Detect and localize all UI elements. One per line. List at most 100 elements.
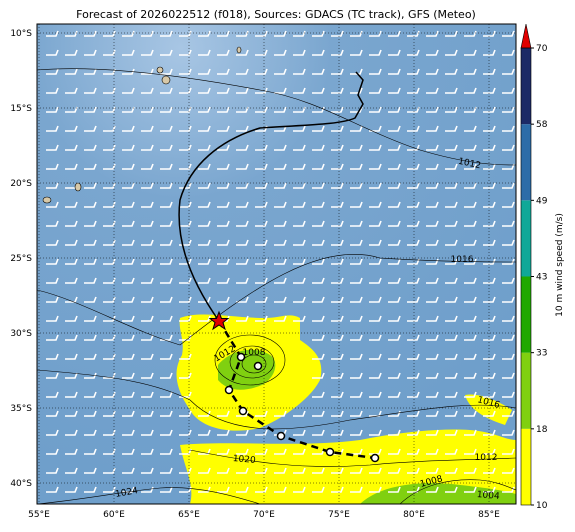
wind-barb [84,448,97,455]
wind-barb [65,296,78,303]
wind-barb [293,125,306,132]
wind-barb [407,391,420,398]
wind-barb [502,125,515,132]
wind-barb [84,410,97,417]
wind-barb [426,315,439,322]
wind-barb [274,201,287,208]
colorbar-tick-label: 49 [536,196,548,206]
wind-barb [502,467,515,474]
wind-barb [236,182,249,189]
wind-barb [122,353,135,360]
wind-barb [84,144,97,151]
wind-barb [502,277,515,284]
wind-barb [312,372,325,379]
wind-barb [236,163,249,170]
wind-barb [502,448,515,455]
wind-barb [407,220,420,227]
wind-barb [312,87,325,94]
wind-barb [369,49,382,56]
wind-barb [217,30,230,37]
wind-barb [198,220,211,227]
lat-label: 20°S [10,179,32,189]
wind-barb [274,106,287,113]
current-position [208,310,230,331]
wind-barb [236,49,249,56]
wind-barb [84,49,97,56]
wind-barb [255,315,268,322]
wind-barb [426,125,439,132]
wind-barb [198,87,211,94]
wind-barb [426,353,439,360]
isobars [37,68,516,504]
wind-barb [84,163,97,170]
wind-barb [331,391,344,398]
wind-barb [388,353,401,360]
wind-barb [369,68,382,75]
wind-barb [122,372,135,379]
wind-barb [141,258,154,265]
wind-barb [103,220,116,227]
wind-barb [483,410,496,417]
wind-barb [502,87,515,94]
wind-barb [331,258,344,265]
wind-barb [331,296,344,303]
wind-barb [46,239,59,246]
wind-barb [407,296,420,303]
wind-barb [502,391,515,398]
wind-barb [198,201,211,208]
wind-barb [46,182,59,189]
wind-barb [369,353,382,360]
wind-barb [160,87,173,94]
wind-barb [198,296,211,303]
wind-barb [217,220,230,227]
wind-barb [502,106,515,113]
wind-barb [122,296,135,303]
wind-barb [388,429,401,436]
wind-barb [369,315,382,322]
wind-barb [483,125,496,132]
wind-barb [160,334,173,341]
wind-barb [65,239,78,246]
wind-barb [293,239,306,246]
wind-barb [236,106,249,113]
wind-barb [65,163,78,170]
wind-barb [46,410,59,417]
wind-barb [103,410,116,417]
wind-barb [255,410,268,417]
wind-barb [350,30,363,37]
wind-barb [141,448,154,455]
wind-barb [160,163,173,170]
wind-barb [46,68,59,75]
wind-barb [312,467,325,474]
colorbar-segment [521,428,531,505]
wind-barb [502,239,515,246]
wind-barb [103,182,116,189]
wind-barb [445,49,458,56]
wind-barb [122,277,135,284]
wind-barb [198,258,211,265]
wind-barb [122,87,135,94]
map-frame [36,23,517,505]
wind-barb [255,448,268,455]
wind-barb [388,334,401,341]
wind-barb [179,68,192,75]
wind-barb [445,258,458,265]
wind-barb [293,258,306,265]
wind-barb [274,220,287,227]
wind-barb [331,486,344,493]
wind-barb [388,296,401,303]
wind-barb [198,448,211,455]
wind-barb [293,277,306,284]
wind-barb [160,125,173,132]
wind-barb [65,87,78,94]
wind-barb [65,277,78,284]
wind-barb [445,410,458,417]
wind-barb [65,429,78,436]
wind-barb [388,277,401,284]
wind-barb [217,144,230,151]
wind-barb [369,296,382,303]
wind-barb [274,239,287,246]
wind-barb [122,220,135,227]
wind-barb [369,467,382,474]
